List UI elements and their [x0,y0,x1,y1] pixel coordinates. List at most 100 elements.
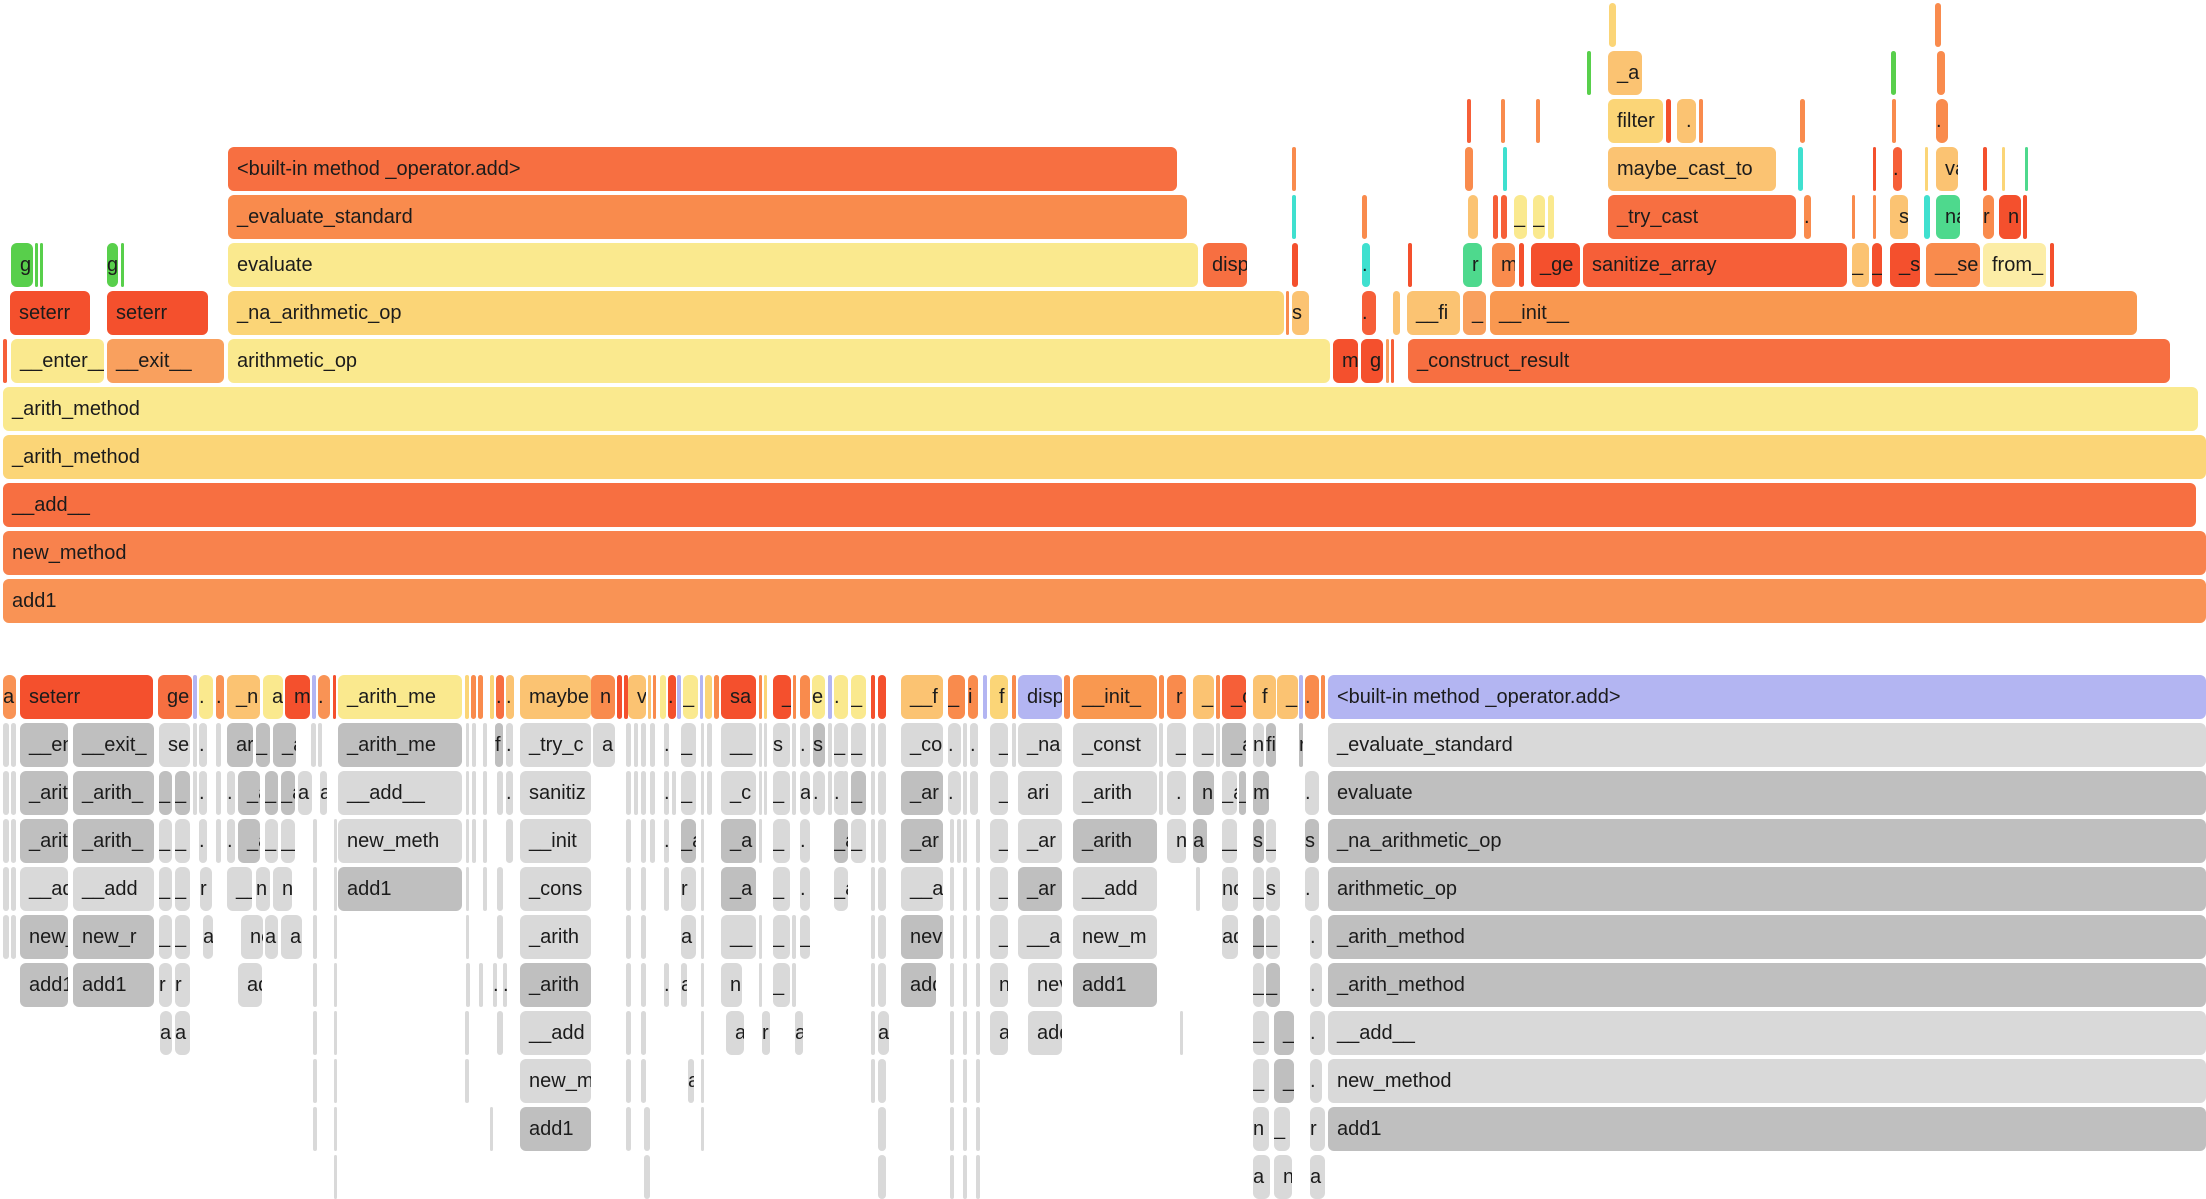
flame-frame-top[interactable] [2023,195,2027,239]
flame-frame-caller[interactable] [963,963,967,1007]
flame-frame-top[interactable]: seterr [10,291,90,335]
flame-frame-caller[interactable] [466,819,469,863]
flame-frame-caller[interactable]: . [1305,867,1319,911]
flame-frame-caller[interactable] [626,723,631,767]
flame-frame-caller[interactable]: _ [681,723,696,767]
flame-frame-leaf[interactable] [800,675,810,719]
flame-frame-caller[interactable] [650,723,655,767]
flame-frame-leaf[interactable]: seterr [20,675,153,719]
flame-frame-leaf[interactable]: a [3,675,16,719]
flame-frame-caller[interactable] [472,723,476,767]
flame-frame-top[interactable]: _ [1463,291,1486,335]
flame-frame-caller[interactable]: r [175,963,190,1007]
flame-frame-caller[interactable]: a [320,771,327,815]
flame-frame-caller[interactable]: add1 [338,867,462,911]
flame-frame-caller[interactable]: . [506,771,513,815]
flame-frame-caller[interactable] [313,915,317,959]
flame-frame-top[interactable]: n [1999,195,2021,239]
flame-frame-top[interactable] [1292,147,1296,191]
flame-frame-caller[interactable] [701,963,704,1007]
flame-frame-top[interactable] [2025,147,2028,191]
flame-frame-caller[interactable] [976,915,980,959]
flame-frame-caller[interactable] [497,915,503,959]
flame-frame-caller[interactable]: nev [901,915,943,959]
flame-frame-top[interactable]: m [1492,243,1515,287]
flame-frame-top[interactable]: __exit__ [107,339,224,383]
flame-frame-caller[interactable] [950,1155,954,1199]
flame-frame-top[interactable] [1873,147,1876,191]
flame-frame-top[interactable] [1852,195,1855,239]
flame-frame-caller[interactable]: _ [1253,867,1264,911]
flame-frame-top[interactable] [1666,99,1671,143]
flame-frame-caller[interactable] [963,723,967,767]
flame-frame-caller[interactable]: a [688,1059,694,1103]
flame-frame-caller[interactable] [644,1107,650,1151]
flame-frame-caller[interactable] [963,867,967,911]
flame-frame-top[interactable] [1536,99,1540,143]
flame-frame-caller[interactable] [701,867,704,911]
flame-frame-caller[interactable]: _ar [901,771,943,815]
flame-frame-caller[interactable]: _arith_me [338,723,462,767]
flame-frame-caller[interactable]: a [681,963,687,1007]
flame-frame-caller[interactable]: _arith [1073,771,1157,815]
flame-frame-caller[interactable]: . [813,771,825,815]
flame-frame-caller[interactable] [465,1059,469,1103]
flame-frame-top[interactable]: maybe_cast_to [1608,147,1776,191]
flame-frame-caller[interactable]: a [160,1011,172,1055]
flame-frame-top[interactable]: . [1936,99,1948,143]
flame-frame-caller[interactable] [626,963,631,1007]
flame-frame-caller[interactable] [11,771,16,815]
flame-frame-caller[interactable]: __add__ [338,771,462,815]
flame-frame-caller[interactable]: _arit [20,771,68,815]
flame-frame-caller[interactable] [950,963,954,1007]
flame-frame-caller[interactable]: _ [256,723,270,767]
flame-frame-caller[interactable] [3,867,9,911]
flame-frame-caller[interactable] [11,915,16,959]
flame-frame-caller[interactable]: _ [1253,915,1264,959]
flame-frame-caller[interactable]: _ [773,819,790,863]
flame-frame-caller[interactable] [3,819,9,863]
flame-frame-top[interactable] [1892,99,1896,143]
flame-frame-caller[interactable] [334,867,337,911]
flame-frame-leaf[interactable] [648,675,651,719]
flame-frame-top[interactable] [1393,291,1400,335]
flame-frame-top[interactable] [1587,51,1591,95]
flame-frame-leaf[interactable] [1299,675,1303,719]
flame-frame-caller[interactable] [701,1059,704,1103]
flame-frame-caller[interactable]: __exit_ [73,723,154,767]
flame-frame-caller[interactable] [644,1155,650,1199]
flame-frame-top[interactable] [2050,243,2054,287]
flame-frame-top[interactable] [1800,99,1805,143]
flame-frame-caller[interactable] [466,915,469,959]
flame-frame-caller[interactable] [334,915,337,959]
flame-frame-caller[interactable] [963,1011,967,1055]
flame-frame-caller[interactable] [707,771,712,815]
flame-frame-caller[interactable]: new_r [73,915,154,959]
flame-frame-top[interactable]: . [1362,243,1370,287]
flame-frame-caller[interactable]: _a [1222,723,1246,767]
flame-frame-caller[interactable] [950,1011,954,1055]
flame-frame-caller[interactable] [1216,723,1220,767]
flame-frame-caller[interactable]: __a [901,867,943,911]
flame-frame-top[interactable]: _s [1890,243,1920,287]
flame-frame-caller[interactable] [626,1011,631,1055]
flame-frame-caller[interactable]: _a [721,867,756,911]
flame-frame-leaf[interactable]: . [1305,675,1319,719]
flame-frame-caller[interactable] [792,915,796,959]
flame-frame-caller[interactable]: _arith_ [73,771,154,815]
flame-frame-top[interactable]: g [1361,339,1383,383]
flame-frame-caller[interactable]: a [265,915,278,959]
flame-frame-caller[interactable]: r [762,1011,770,1055]
flame-frame-caller[interactable]: no [273,867,292,911]
flame-frame-caller[interactable] [3,771,9,815]
flame-frame-top[interactable]: r [1463,243,1482,287]
flame-frame-caller[interactable] [472,819,476,863]
flame-frame-caller[interactable]: __ [281,819,295,863]
flame-frame-caller[interactable] [963,1107,967,1151]
flame-frame-top[interactable]: new_method [3,531,2206,575]
flame-frame-caller[interactable] [193,723,197,767]
flame-frame-caller[interactable]: __ [227,867,252,911]
flame-frame-caller[interactable] [871,867,875,911]
flame-frame-caller[interactable]: fi [1266,723,1276,767]
flame-frame-leaf[interactable]: ge [158,675,192,719]
